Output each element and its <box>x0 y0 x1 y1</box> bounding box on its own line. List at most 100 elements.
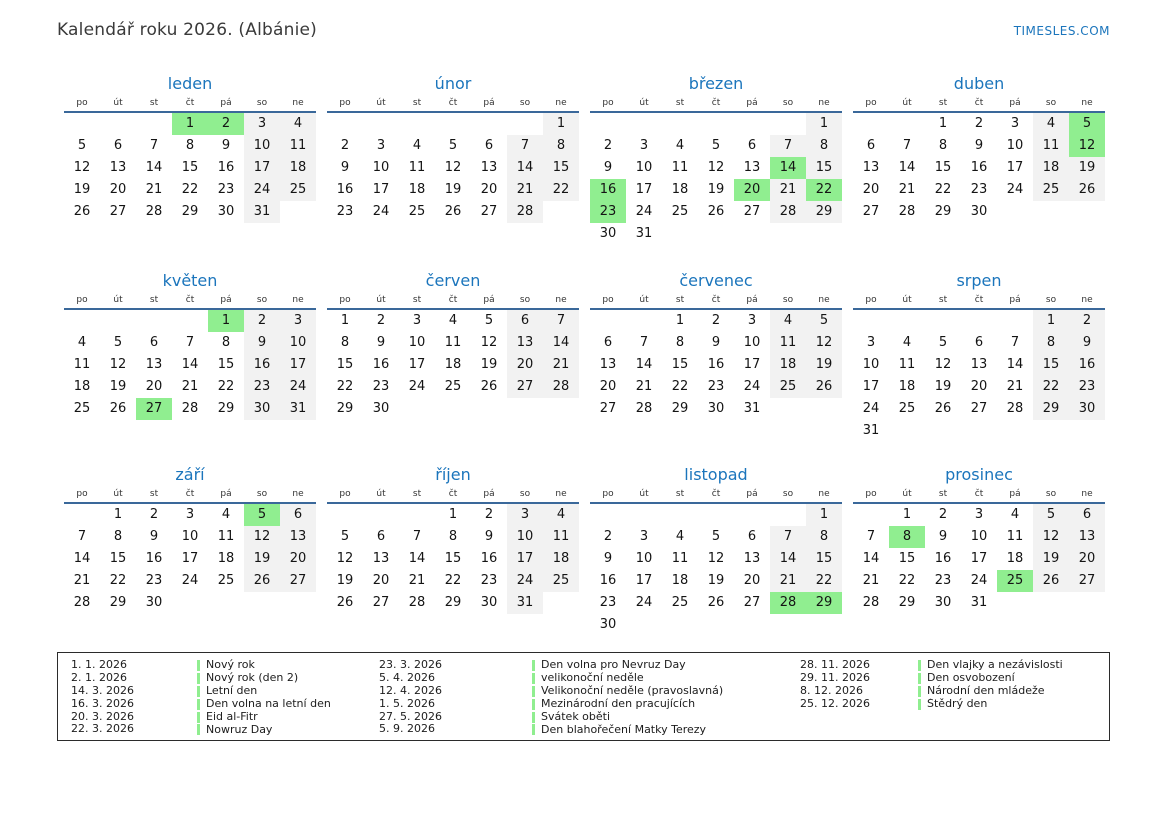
weekday-label: so <box>1045 489 1057 499</box>
holiday-day-cell: 20 <box>734 179 770 201</box>
month-7: červenec po út st čt pá so ne 1 2 3 4 5 6 7 8 9 10 11 12 13 1… <box>590 269 842 463</box>
day-cell: 12 <box>707 551 725 566</box>
day-cell: 12 <box>444 160 462 175</box>
day-cell: 29 <box>671 401 689 416</box>
week-row: 23 24 25 26 27 28 <box>327 201 579 223</box>
weekday-label: po <box>76 98 88 108</box>
day-cell: 19 <box>1069 157 1105 179</box>
empty-cell <box>734 113 770 135</box>
month-9: září po út st čt pá so ne 1 2 3 4 5 6 7 8 9 10 11 12 13 14 15 1… <box>64 463 316 636</box>
day-cell: 6 <box>1069 504 1105 526</box>
day-cell: 11 <box>671 160 689 175</box>
weekday-header-row: po út st čt pá so ne <box>327 98 579 113</box>
day-cell: 17 <box>970 551 988 566</box>
holiday-marker-icon <box>197 711 200 723</box>
day-cell: 23 <box>480 573 498 588</box>
week-row: 9 10 11 12 13 14 15 <box>590 157 842 179</box>
day-cell: 28 <box>543 376 579 398</box>
weekday-label: pá <box>1009 295 1021 305</box>
day-cell: 15 <box>806 548 842 570</box>
day-cell: 1 <box>1033 310 1069 332</box>
day-cell: 21 <box>635 379 653 394</box>
day-cell: 5 <box>340 529 350 544</box>
empty-cell <box>435 113 471 135</box>
day-cell: 21 <box>181 379 199 394</box>
day-cell: 19 <box>73 182 91 197</box>
day-cell: 14 <box>1006 357 1024 372</box>
day-cell: 13 <box>109 160 127 175</box>
day-cell: 18 <box>280 157 316 179</box>
day-cell: 28 <box>862 595 880 610</box>
months-grid: leden po út st čt pá so ne 1 2 3 4 5 6 7 8 9 10 11 12 13 14 15… <box>64 72 1105 636</box>
day-cell: 13 <box>480 160 498 175</box>
week-row: 12 13 14 15 16 17 18 <box>327 548 579 570</box>
day-cell: 7 <box>149 138 159 153</box>
week-row: 21 22 23 24 25 26 27 <box>853 570 1105 592</box>
day-cell: 27 <box>743 204 761 219</box>
empty-cell <box>698 113 734 135</box>
day-cell: 18 <box>1006 551 1024 566</box>
weekday-label: so <box>256 489 268 499</box>
holiday-day-cell: 25 <box>997 570 1033 592</box>
day-cell: 14 <box>862 551 880 566</box>
day-cell: 6 <box>507 310 543 332</box>
day-cell: 22 <box>898 573 916 588</box>
day-cell: 5 <box>113 335 123 350</box>
day-cell: 9 <box>938 529 948 544</box>
day-cell: 10 <box>507 526 543 548</box>
legend-date <box>800 711 918 724</box>
legend-text: Nový rok <box>206 659 255 672</box>
empty-cell <box>172 592 208 614</box>
day-cell: 31 <box>280 398 316 420</box>
legend-date: 5. 4. 2026 <box>379 670 435 684</box>
week-row: 1 <box>590 504 842 526</box>
week-row: 19 20 21 22 23 24 25 <box>327 570 579 592</box>
legend-label: Nový rok <box>197 659 379 672</box>
day-cell: 6 <box>747 529 757 544</box>
day-cell: 11 <box>1006 529 1024 544</box>
day-cell: 18 <box>73 379 91 394</box>
week-row: 4 5 6 7 8 9 10 <box>64 332 316 354</box>
day-cell: 3 <box>866 335 876 350</box>
weekday-label: út <box>902 98 912 108</box>
day-cell: 22 <box>1033 376 1069 398</box>
day-cell: 11 <box>770 332 806 354</box>
day-cell: 22 <box>181 182 199 197</box>
site-link[interactable]: TIMESLES.COM <box>1013 24 1110 38</box>
day-cell: 15 <box>181 160 199 175</box>
legend-text: Nowruz Day <box>206 723 273 736</box>
day-cell: 15 <box>934 160 952 175</box>
day-cell: 3 <box>639 138 649 153</box>
day-cell: 17 <box>507 548 543 570</box>
day-cell: 14 <box>145 160 163 175</box>
day-cell: 5 <box>711 138 721 153</box>
weekday-header-row: po út st čt pá so ne <box>853 295 1105 310</box>
day-cell: 29 <box>898 595 916 610</box>
weekday-label: pá <box>220 295 232 305</box>
day-cell: 27 <box>280 570 316 592</box>
holiday-marker-icon <box>197 685 200 697</box>
legend-date: 16. 3. 2026 <box>71 696 134 710</box>
day-cell: 23 <box>145 573 163 588</box>
empty-cell <box>327 504 363 526</box>
day-cell: 14 <box>507 157 543 179</box>
empty-cell <box>399 113 435 135</box>
empty-cell <box>1033 420 1069 442</box>
empty-cell <box>543 592 579 614</box>
day-cell: 29 <box>336 401 354 416</box>
holiday-marker-icon <box>532 698 535 710</box>
weekday-label: st <box>412 98 422 108</box>
empty-cell <box>662 113 698 135</box>
weekday-header-row: po út st čt pá so ne <box>590 489 842 504</box>
week-row: 13 14 15 16 17 18 19 <box>590 354 842 376</box>
empty-cell <box>961 310 997 332</box>
day-cell: 14 <box>73 551 91 566</box>
day-cell: 30 <box>145 595 163 610</box>
empty-cell <box>734 223 770 245</box>
day-cell: 5 <box>938 335 948 350</box>
day-cell: 21 <box>73 573 91 588</box>
weekday-label: po <box>602 98 614 108</box>
day-cell: 3 <box>244 113 280 135</box>
